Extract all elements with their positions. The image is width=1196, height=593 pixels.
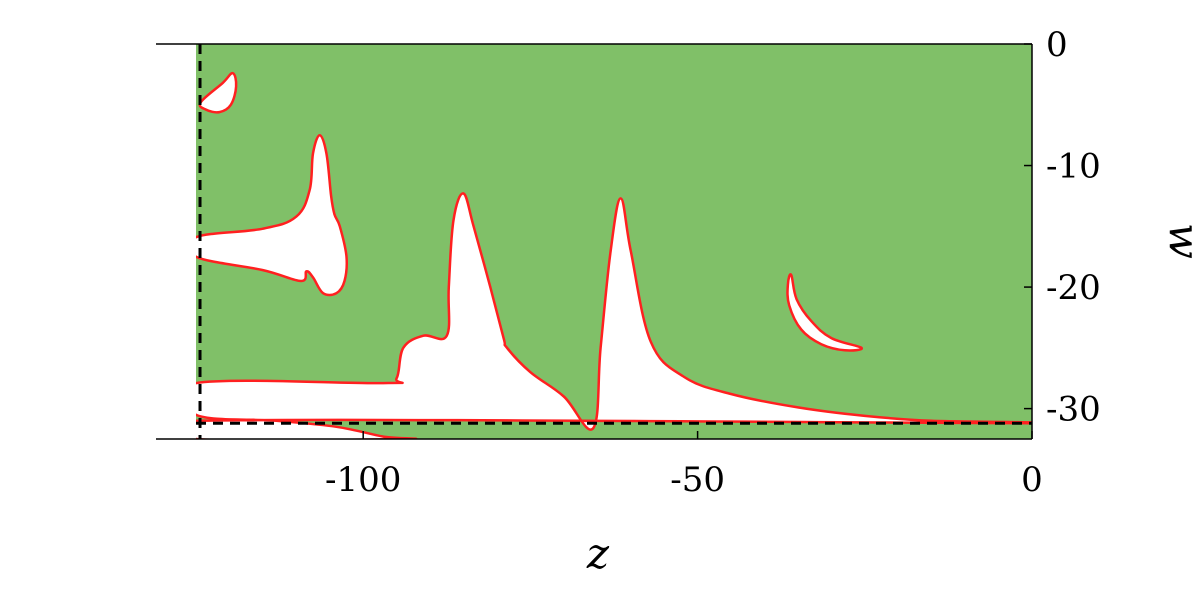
x-tick-label: -100 [325,460,401,500]
unfilled-region-3 [198,71,238,114]
unfilled-region-1 [196,192,1032,439]
x-tick-label: 0 [1021,460,1043,500]
y-tick-label: 0 [1046,25,1068,65]
x-axis-label: z [586,529,610,578]
y-tick-label: -30 [1046,390,1101,430]
x-tick-label: -50 [670,460,725,500]
axes-layer [156,43,1033,440]
reference-lines-layer [196,44,1032,439]
y-tick-label: -10 [1046,147,1101,187]
y-axis-label: w [1160,223,1196,259]
unfilled-region-2 [196,133,349,297]
unfilled-region-4 [786,273,864,352]
regions-layer [196,44,1032,439]
y-tick-label: -20 [1046,268,1101,308]
ticks-layer: -100 -50 0 0 -10 -20 -30 [325,25,1101,500]
